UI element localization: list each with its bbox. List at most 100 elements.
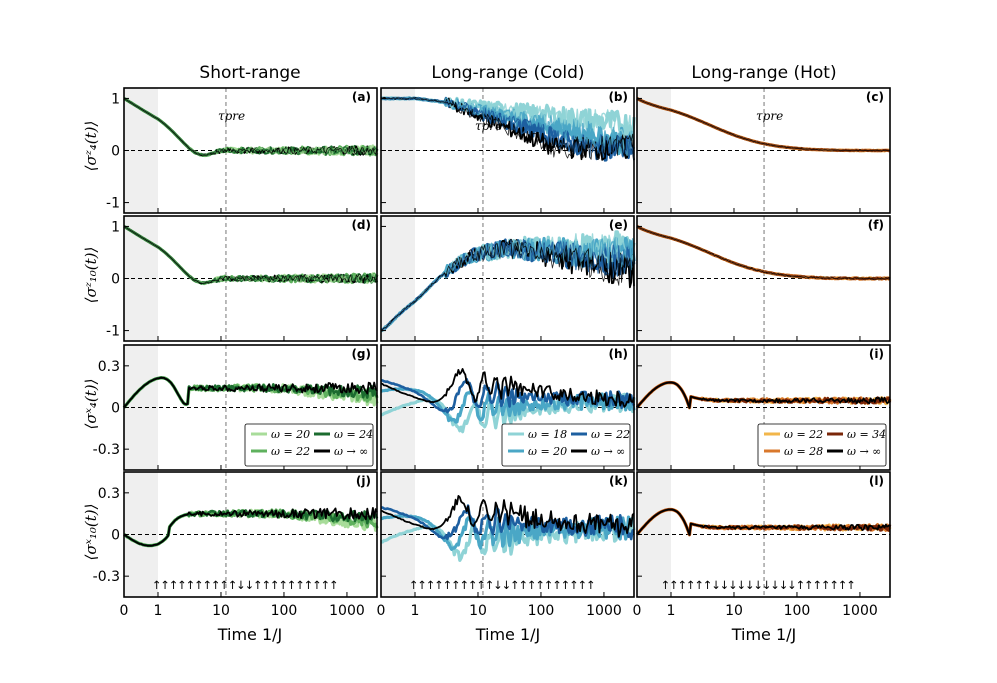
series-line-2 [380,238,635,331]
panel-h: (h) [380,344,636,471]
legend-h: ω = 18 ω = 20 ω = 22 ω → ∞ [501,423,631,467]
legend-label: ω → ∞ [847,445,881,458]
panel-g: (g) -0.3 0 0.3 [93,344,379,471]
panel-c: τpre (c) [636,87,891,214]
y-tick-label: 0.3 [98,359,120,375]
panel-label: (b) [608,90,628,104]
x-tick-label: 100 [784,603,811,619]
series-line-4 [380,97,635,161]
x-tick-label: 1 [154,603,163,619]
series-line-3 [636,508,892,536]
column-title-long-range-cold: Long-range (Cold) [431,63,584,83]
x-tick-label: 1 [667,603,676,619]
series-line-4 [636,508,891,536]
panel-label: (d) [351,218,371,232]
panel-k: (k) 0 1 10 100 1000 ↑↑↑↑↑↑↑↑↑↑↓↓↑↑↑↑↑↑↑↑↑↑ [377,471,636,619]
legend-g: ω = 20 ω = 22 ω = 24 ω → ∞ [244,423,374,467]
y-tick-label: 0 [111,401,120,417]
spin-config: ↑↑↑↑↑↑↑↑↑↑↓↓↑↑↑↑↑↑↑↑↑↑ [409,578,595,592]
legend-label: ω → ∞ [334,445,368,458]
x-axis-labels: Time 1/J Time 1/J Time 1/J [217,625,797,644]
y-tick-label: 1 [111,91,120,107]
panel-f: (f) [636,215,891,342]
panel-a: τpre (a) -1 0 1 [106,87,379,214]
xlabel-col-2: Time 1/J [475,625,541,644]
x-tick-label: 10 [725,603,743,619]
tau-pre-label: τpre [756,109,783,123]
series-line-4 [123,376,378,409]
series-line-3 [381,504,635,541]
series-line-3 [380,238,635,332]
panel-label: (l) [869,474,884,488]
legend-label: ω = 20 [528,445,567,458]
y-tick-label: 0 [111,144,120,160]
y-tick-label: 0 [111,272,120,288]
legend-label: ω = 28 [784,445,823,458]
y-tick-label: 1 [111,219,120,235]
panel-label: (c) [866,90,884,104]
panel-label: (i) [869,347,884,361]
legend-label: ω = 22 [271,445,310,458]
ylabel-row-2: ⟨σᶻ₁₀(t)⟩ [82,247,100,304]
panel-j: (j) -0.3 0 0.3 0 1 10 100 1000 ↑↑↑↑↑↑↑↑↑↑↓↓↑↑↑↑↑↑… [93,471,379,619]
spin-config: ↑↑↑↑↑↑↑↑↑↑↓↓↑↑↑↑↑↑↑↑↑↑ [152,578,338,592]
series-line-2 [636,97,891,152]
panel-grid: τpre (a) -1 0 1 τpre(b) τpre (c) (d) -1 0 1 (e) (f) (g… [93,87,892,619]
series-line-4 [380,495,635,538]
series-line-4 [636,98,891,152]
spin-config: ↑↑↑↑↑↑↓↓↓↓↓↓↓↓↓↓↑↑↑↑↑↑↑ [660,578,854,592]
x-tick-label: 0 [377,603,386,619]
x-tick-label: 100 [271,603,298,619]
x-tick-label: 0 [633,603,642,619]
panel-label: (j) [356,474,371,488]
legend-label: ω = 18 [528,428,567,441]
series-line-4 [636,226,891,280]
panel-e: (e) [380,215,636,342]
series-line-4 [123,507,378,547]
column-title-long-range-hot: Long-range (Hot) [691,63,836,83]
series-line-2 [635,507,891,537]
xlabel-col-1: Time 1/J [217,625,283,644]
panel-b: τpre(b) [380,87,636,214]
series-line-4 [380,240,635,331]
panel-d: (d) -1 0 1 [106,215,379,342]
panel-l: (l) 0 1 10 100 1000 ↑↑↑↑↑↑↓↓↓↓↓↓↓↓↓↓↑↑↑↑↑↑↑ [633,471,892,619]
series-line-1 [635,507,892,537]
series-line-4 [636,381,891,409]
x-tick-label: 0 [120,603,129,619]
x-tick-label: 1000 [329,603,365,619]
y-tick-label: -1 [106,324,120,340]
column-titles: Short-range Long-range (Cold) Long-range… [199,63,836,83]
panel-label: (h) [608,347,628,361]
panel-i: (i) [635,344,892,471]
y-tick-label: 0 [111,528,120,544]
series-line-4 [380,368,635,408]
y-tick-label: -0.3 [93,569,120,585]
ylabel-row-4: ⟨σˣ₁₀(t)⟩ [82,503,100,560]
legend-box [757,423,887,467]
column-title-short-range: Short-range [199,63,300,83]
panel-label: (g) [351,347,371,361]
legend-label: ω = 24 [334,428,373,441]
series-line-3 [123,225,379,285]
series-line-3 [123,508,379,547]
x-tick-label: 10 [469,603,487,619]
tau-pre-label: τpre [218,109,245,123]
series-line-3 [122,376,379,409]
series-line-4 [123,226,378,284]
ylabel-row-3: ⟨σˣ₄(t)⟩ [82,378,100,429]
y-tick-label: -1 [106,196,120,212]
legend-label: ω = 22 [591,428,630,441]
legend-i: ω = 22 ω = 28 ω = 34 ω → ∞ [757,423,887,467]
x-tick-label: 1000 [586,603,622,619]
panel-label: (f) [868,218,884,232]
series-line-3 [636,225,891,280]
legend-label: ω = 20 [271,428,310,441]
legend-box [244,423,374,467]
row-ylabels: ⟨σᶻ₄(t)⟩ ⟨σᶻ₁₀(t)⟩ ⟨σˣ₄(t)⟩ ⟨σˣ₁₀(t)⟩ [82,121,100,561]
xlabel-col-3: Time 1/J [731,625,797,644]
series-line-2 [636,225,891,280]
panel-label: (e) [609,218,628,232]
x-tick-label: 10 [212,603,230,619]
